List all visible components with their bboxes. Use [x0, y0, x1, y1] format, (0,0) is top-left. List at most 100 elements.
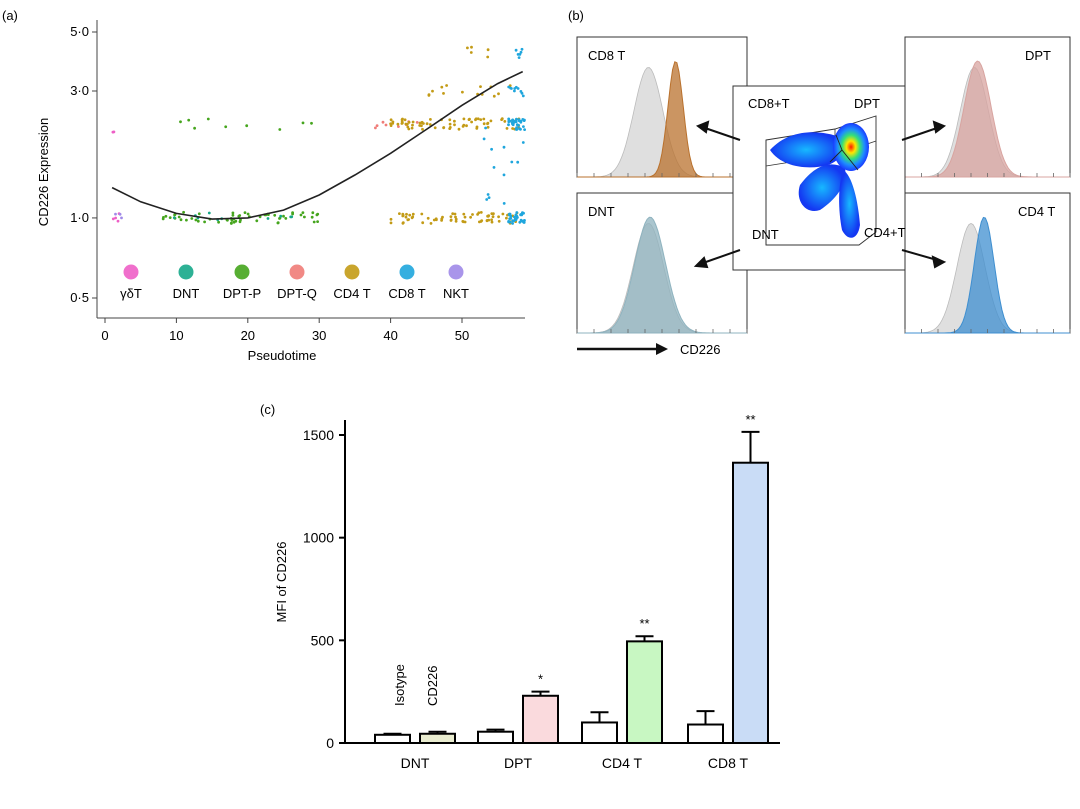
scatter-point	[190, 217, 194, 220]
scatter-point	[405, 122, 409, 126]
density-3d-plot: CD8+T DPT DNT CD4+T	[732, 85, 906, 271]
series-label-isotype: Isotype	[392, 664, 407, 706]
scatter-point	[206, 117, 210, 121]
panel-b-histograms: (b) CD8 T DPT DNT CD4 T	[568, 8, 1071, 357]
scatter-point	[411, 215, 415, 219]
scatter-point	[486, 55, 490, 59]
scatter-point	[522, 219, 526, 223]
scatter-point	[187, 118, 191, 122]
arrow-to-cd4	[901, 249, 938, 261]
scatter-point	[164, 214, 168, 218]
series-label-cd226: CD226	[425, 666, 440, 706]
bar-cd226	[732, 461, 769, 744]
scatter-point	[291, 212, 294, 216]
scatter-point	[476, 213, 479, 216]
scatter-point	[511, 222, 514, 225]
x-tick-label: 50	[455, 328, 469, 343]
scatter-point	[415, 121, 419, 124]
y-tick-label: 3·0	[70, 83, 89, 98]
scatter-point	[405, 212, 408, 216]
scatter-point	[466, 46, 469, 50]
x-tick-label: 10	[169, 328, 183, 343]
x-tick-label: 40	[383, 328, 397, 343]
scatter-point	[418, 121, 422, 125]
scatter-point	[245, 124, 249, 128]
scatter-point	[490, 220, 494, 224]
density-dpt-hotspot	[833, 123, 869, 171]
scatter-point	[520, 91, 524, 95]
scatter-point	[509, 216, 513, 220]
arrow-to-dpt	[901, 127, 938, 141]
scatter-point	[490, 218, 493, 222]
scatter-point	[284, 217, 288, 220]
scatter-point	[502, 145, 506, 149]
scatter-point	[229, 221, 233, 225]
scatter-point	[403, 118, 407, 122]
scatter-point	[442, 126, 446, 129]
category-label: DNT	[401, 755, 430, 771]
arrow-to-dnt	[702, 249, 741, 264]
cd226-arrow-head	[656, 343, 668, 355]
scatter-point	[299, 213, 303, 217]
scatter-point	[431, 89, 434, 93]
scatter-point	[449, 219, 453, 222]
legend-label: DPT-P	[223, 286, 261, 301]
scatter-point	[381, 120, 385, 124]
gate-lines	[829, 134, 859, 171]
arrow-head	[931, 255, 947, 269]
y-tick-label: 5·0	[70, 24, 89, 39]
scatter-point	[519, 50, 523, 54]
scatter-point	[454, 217, 458, 221]
bar-isotype	[477, 730, 514, 744]
scatter-point	[421, 221, 425, 225]
scatter-point	[421, 127, 424, 131]
scatter-point	[478, 220, 481, 224]
scatter-point	[480, 219, 484, 223]
scatter-point	[203, 220, 207, 224]
scatter-point	[462, 220, 465, 224]
scatter-point	[246, 212, 250, 216]
scatter-point	[474, 117, 478, 121]
scatter-point	[485, 198, 489, 201]
scatter-point	[454, 215, 457, 219]
bars: *****	[374, 412, 769, 745]
scatter-point	[448, 118, 452, 122]
scatter-point	[168, 216, 172, 220]
scatter-point	[511, 118, 515, 122]
scatter-point	[116, 219, 120, 223]
scatter-point	[517, 56, 521, 59]
scatter-point	[114, 212, 117, 216]
scatter-point	[471, 213, 474, 216]
scatter-point	[112, 130, 116, 134]
scatter-point	[516, 216, 519, 219]
scatter-point	[520, 47, 524, 51]
bar-cd226	[419, 732, 456, 745]
y-tick-label: 0·5	[70, 290, 89, 305]
scatter-point	[516, 160, 520, 164]
scatter-point	[375, 124, 379, 127]
center-label-cd4: CD4+T	[864, 225, 906, 240]
bar-cd226	[626, 640, 663, 744]
scatter-point	[429, 222, 433, 225]
category-label: CD4 T	[602, 755, 643, 771]
scatter-point	[312, 220, 316, 224]
scatter-point	[518, 220, 522, 224]
cd226-axis-label: CD226	[680, 342, 720, 357]
scatter-point	[311, 211, 315, 215]
scatter-point	[397, 125, 400, 128]
scatter-point	[224, 125, 228, 129]
scatter-point	[400, 119, 404, 123]
scatter-point	[502, 173, 506, 177]
panel-label-a: (a)	[2, 8, 18, 23]
scatter-point	[179, 120, 182, 124]
scatter-point	[491, 215, 495, 219]
scatter-point	[182, 210, 186, 214]
scatter-point	[511, 122, 514, 126]
scatter-point	[461, 125, 465, 128]
scatter-point	[207, 211, 211, 215]
scatter-point	[463, 215, 467, 219]
scatter-point	[196, 219, 200, 223]
scatter-point	[487, 218, 491, 222]
legend-label: CD8 T	[388, 286, 425, 301]
